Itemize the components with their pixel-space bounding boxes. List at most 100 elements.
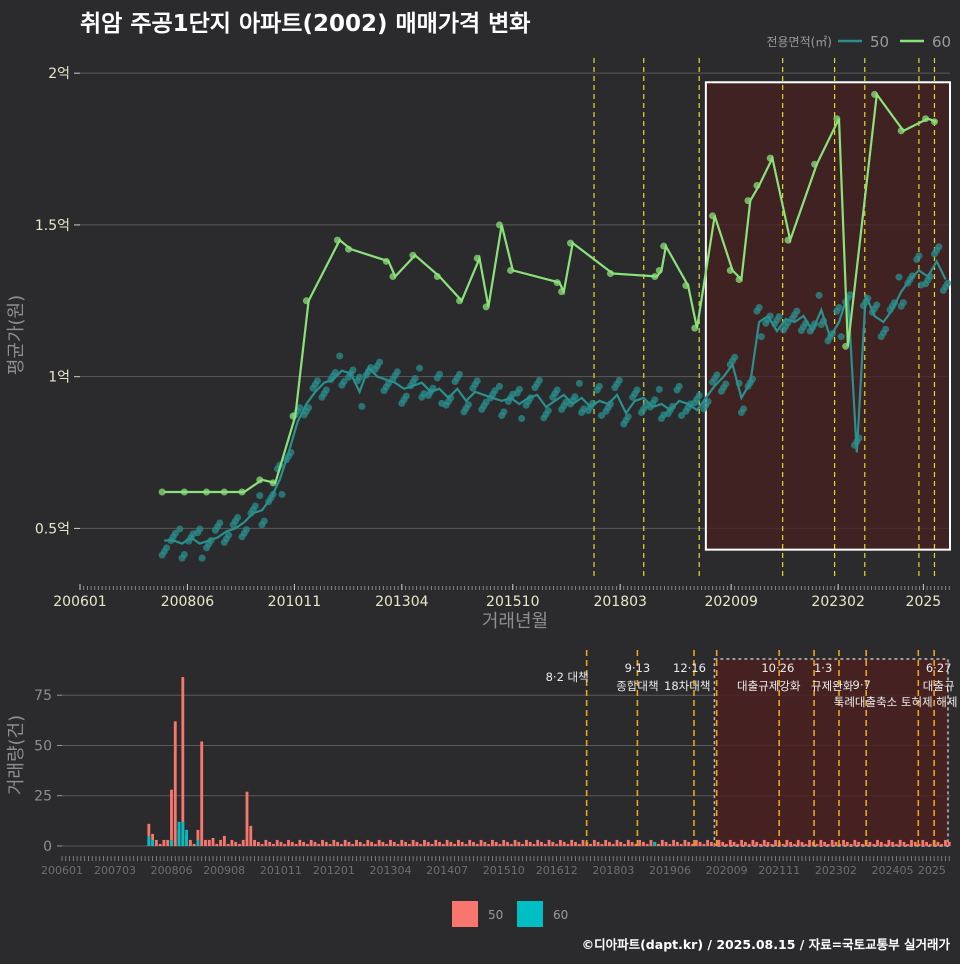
volume-bar-50	[898, 839, 902, 846]
price-point-50	[225, 531, 233, 539]
volume-bar-50	[619, 841, 623, 846]
volume-x-tick-label: 201407	[426, 864, 468, 877]
volume-bar-50	[623, 843, 626, 846]
volume-x-tick-label: 201011	[260, 864, 302, 877]
volume-bar-50	[774, 839, 777, 846]
volume-bar-50	[502, 839, 506, 846]
volume-bar-50	[207, 839, 211, 846]
volume-bar-50	[268, 841, 272, 846]
volume-bar-50	[642, 841, 645, 846]
volume-bar-50	[638, 839, 642, 846]
price-x-tick-label: 201803	[593, 594, 646, 610]
volume-bar-50	[283, 843, 287, 846]
volume-bar-50	[540, 841, 543, 846]
price-line-50	[164, 258, 947, 545]
volume-bar-50	[766, 841, 770, 846]
volume-bar-50	[494, 841, 498, 846]
legend-title: 전용면적(㎡)	[766, 35, 832, 49]
price-point-50	[411, 374, 419, 382]
volume-bar-50	[574, 841, 577, 846]
volume-bar-50	[940, 843, 944, 846]
chart-title: 취암 주공1단지 아파트(2002) 매매가격 변화	[80, 11, 531, 37]
price-point-50	[935, 243, 943, 251]
volume-bar-50	[551, 841, 555, 846]
price-point-50	[464, 401, 472, 409]
price-point-50	[163, 544, 171, 552]
volume-bar-50	[793, 843, 796, 846]
price-y-tick-label: 1억	[48, 370, 70, 386]
volume-bar-50	[876, 839, 879, 846]
price-x-tick-label: 202009	[704, 594, 757, 610]
volume-bar-50	[490, 839, 494, 846]
volume-bar-50	[759, 843, 762, 846]
volume-bar-50	[600, 843, 604, 846]
volume-bar-50	[475, 843, 479, 846]
price-point-50	[655, 385, 663, 393]
volume-bar-50	[608, 841, 611, 846]
volume-bar-50	[845, 841, 849, 846]
volume-bar-50	[830, 839, 834, 846]
volume-bar-50	[483, 841, 487, 846]
price-point-60	[158, 488, 166, 496]
price-point-50	[615, 376, 623, 384]
volume-bar-50	[819, 839, 823, 846]
volume-policy-text: 종합대책	[616, 679, 658, 693]
volume-bar-50	[294, 843, 298, 846]
volume-bar-50	[415, 841, 419, 846]
volume-x-tick-label: 202405	[871, 864, 913, 877]
volume-x-tick-label: 200806	[151, 864, 193, 877]
volume-bar-50	[336, 841, 340, 846]
volume-bar-50	[324, 841, 328, 846]
volume-bar-60	[170, 839, 173, 846]
volume-bar-50	[234, 841, 238, 846]
volume-bar-50	[441, 843, 445, 846]
volume-bar-50	[543, 843, 547, 846]
volume-bar-50	[687, 841, 691, 846]
volume-bar-50	[721, 841, 725, 846]
volume-bar-50	[596, 841, 600, 846]
volume-legend: 50 60	[452, 901, 568, 927]
price-point-50	[260, 517, 268, 525]
volume-bar-50	[464, 843, 468, 846]
volume-policy-date: 1·3	[814, 661, 832, 675]
volume-x-tick-label: 201803	[592, 864, 634, 877]
volume-bar-50	[725, 843, 728, 846]
volume-bar-50	[698, 841, 702, 846]
volume-bar-50	[581, 839, 585, 846]
volume-bar-50	[672, 839, 676, 846]
volume-bar-50	[630, 841, 634, 846]
volume-bar-60	[185, 829, 189, 846]
volume-bar-50	[521, 843, 525, 846]
volume-policy-date: 12·16	[673, 661, 706, 675]
price-point-50	[416, 364, 424, 372]
volume-bar-50	[883, 843, 887, 846]
volume-policy-text: 대출규제강화	[737, 679, 801, 693]
price-point-50	[731, 353, 739, 361]
price-point-50	[358, 402, 366, 410]
footer-credit: ©디아파트(dapt.kr) / 2025.08.15 / 자료=국토교통부 실…	[581, 937, 950, 952]
volume-bar-50	[396, 843, 400, 846]
volume-bar-50	[275, 839, 279, 846]
price-point-50	[633, 386, 641, 394]
price-point-50	[544, 407, 552, 415]
volume-bar-50	[887, 839, 891, 846]
volume-bar-50	[615, 839, 619, 846]
volume-policy-date: 6·27	[926, 661, 952, 675]
volume-bar-50	[634, 843, 638, 846]
volume-bar-50	[468, 839, 472, 846]
volume-bar-50	[305, 843, 309, 846]
volume-bar-50	[173, 721, 177, 846]
volume-bar-50	[298, 839, 302, 846]
price-point-50	[402, 392, 410, 400]
price-point-50	[713, 371, 721, 379]
volume-bar-50	[910, 839, 913, 846]
price-point-50	[553, 386, 561, 394]
volume-y-axis-label: 거래량(건)	[6, 715, 27, 795]
price-point-50	[944, 279, 952, 287]
price-series	[158, 90, 952, 562]
price-point-50	[171, 529, 179, 537]
price-highlight-box	[704, 81, 952, 551]
volume-bar-50	[879, 841, 883, 846]
volume-bar-50	[709, 841, 713, 846]
volume-bar-50	[611, 843, 615, 846]
